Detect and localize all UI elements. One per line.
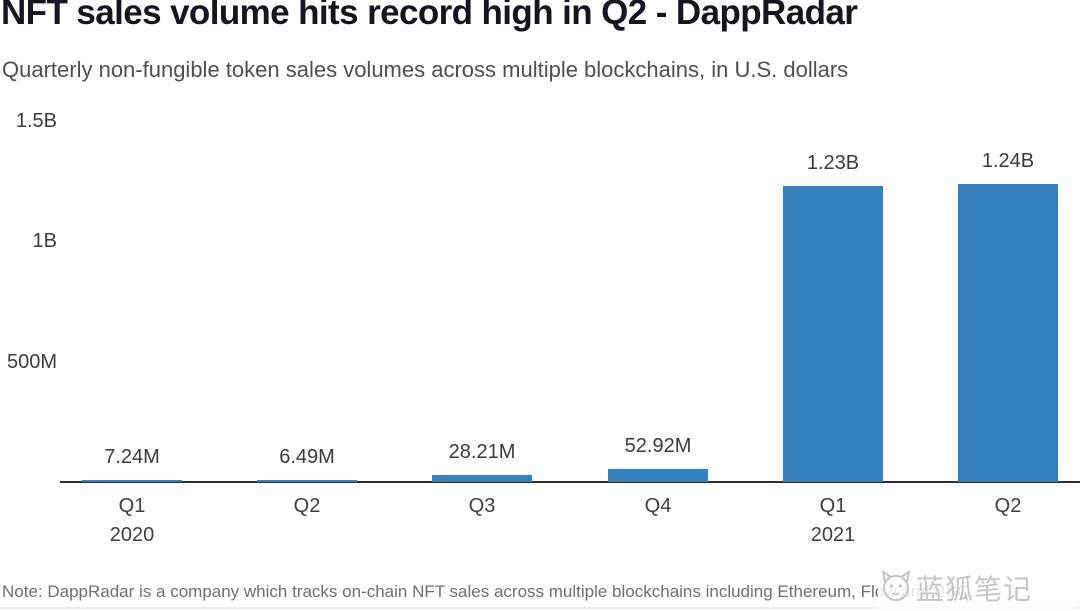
- x-axis-year-label: 2020: [109, 524, 155, 546]
- bar: [958, 183, 1058, 482]
- y-axis-tick-label: 1.5B: [15, 110, 57, 132]
- bar-value-label: 1.23B: [806, 151, 860, 174]
- y-axis-tick-label: 1B: [32, 230, 57, 253]
- bar-value-label: 1.24B: [981, 149, 1035, 172]
- chart-subtitle: Quarterly non-fungible token sales volum…: [2, 57, 849, 82]
- x-axis-quarter-label: Q2: [293, 495, 321, 517]
- y-axis-tick-label: 500M: [6, 350, 57, 373]
- x-axis-quarter-label: Q1: [819, 495, 847, 517]
- page-title: NFT sales volume hits record high in Q2 …: [1, 0, 858, 32]
- bottom-divider: [0, 607, 1080, 609]
- x-axis-quarter-label: Q4: [644, 495, 672, 517]
- source-note: Note: DappRadar is a company which track…: [2, 582, 974, 601]
- fox-icon: [878, 568, 914, 609]
- watermark: 蓝狐笔记: [878, 566, 1074, 610]
- bar: [783, 185, 883, 482]
- bar-value-label: 28.21M: [448, 441, 516, 464]
- bar-value-label: 7.24M: [104, 445, 160, 468]
- bar: [608, 469, 708, 482]
- x-axis-quarter-label: Q2: [994, 495, 1022, 517]
- bar: [432, 475, 532, 482]
- x-axis-quarter-label: Q1: [118, 495, 146, 517]
- bar: [257, 479, 357, 482]
- x-axis-quarter-label: Q3: [468, 495, 496, 517]
- x-axis-year-label: 2021: [810, 524, 856, 546]
- bar-value-label: 6.49M: [279, 445, 335, 468]
- x-axis-line: [60, 481, 1080, 483]
- watermark-label: 蓝狐笔记: [916, 573, 1033, 606]
- bar-value-label: 52.92M: [624, 435, 692, 458]
- bar: [82, 479, 182, 482]
